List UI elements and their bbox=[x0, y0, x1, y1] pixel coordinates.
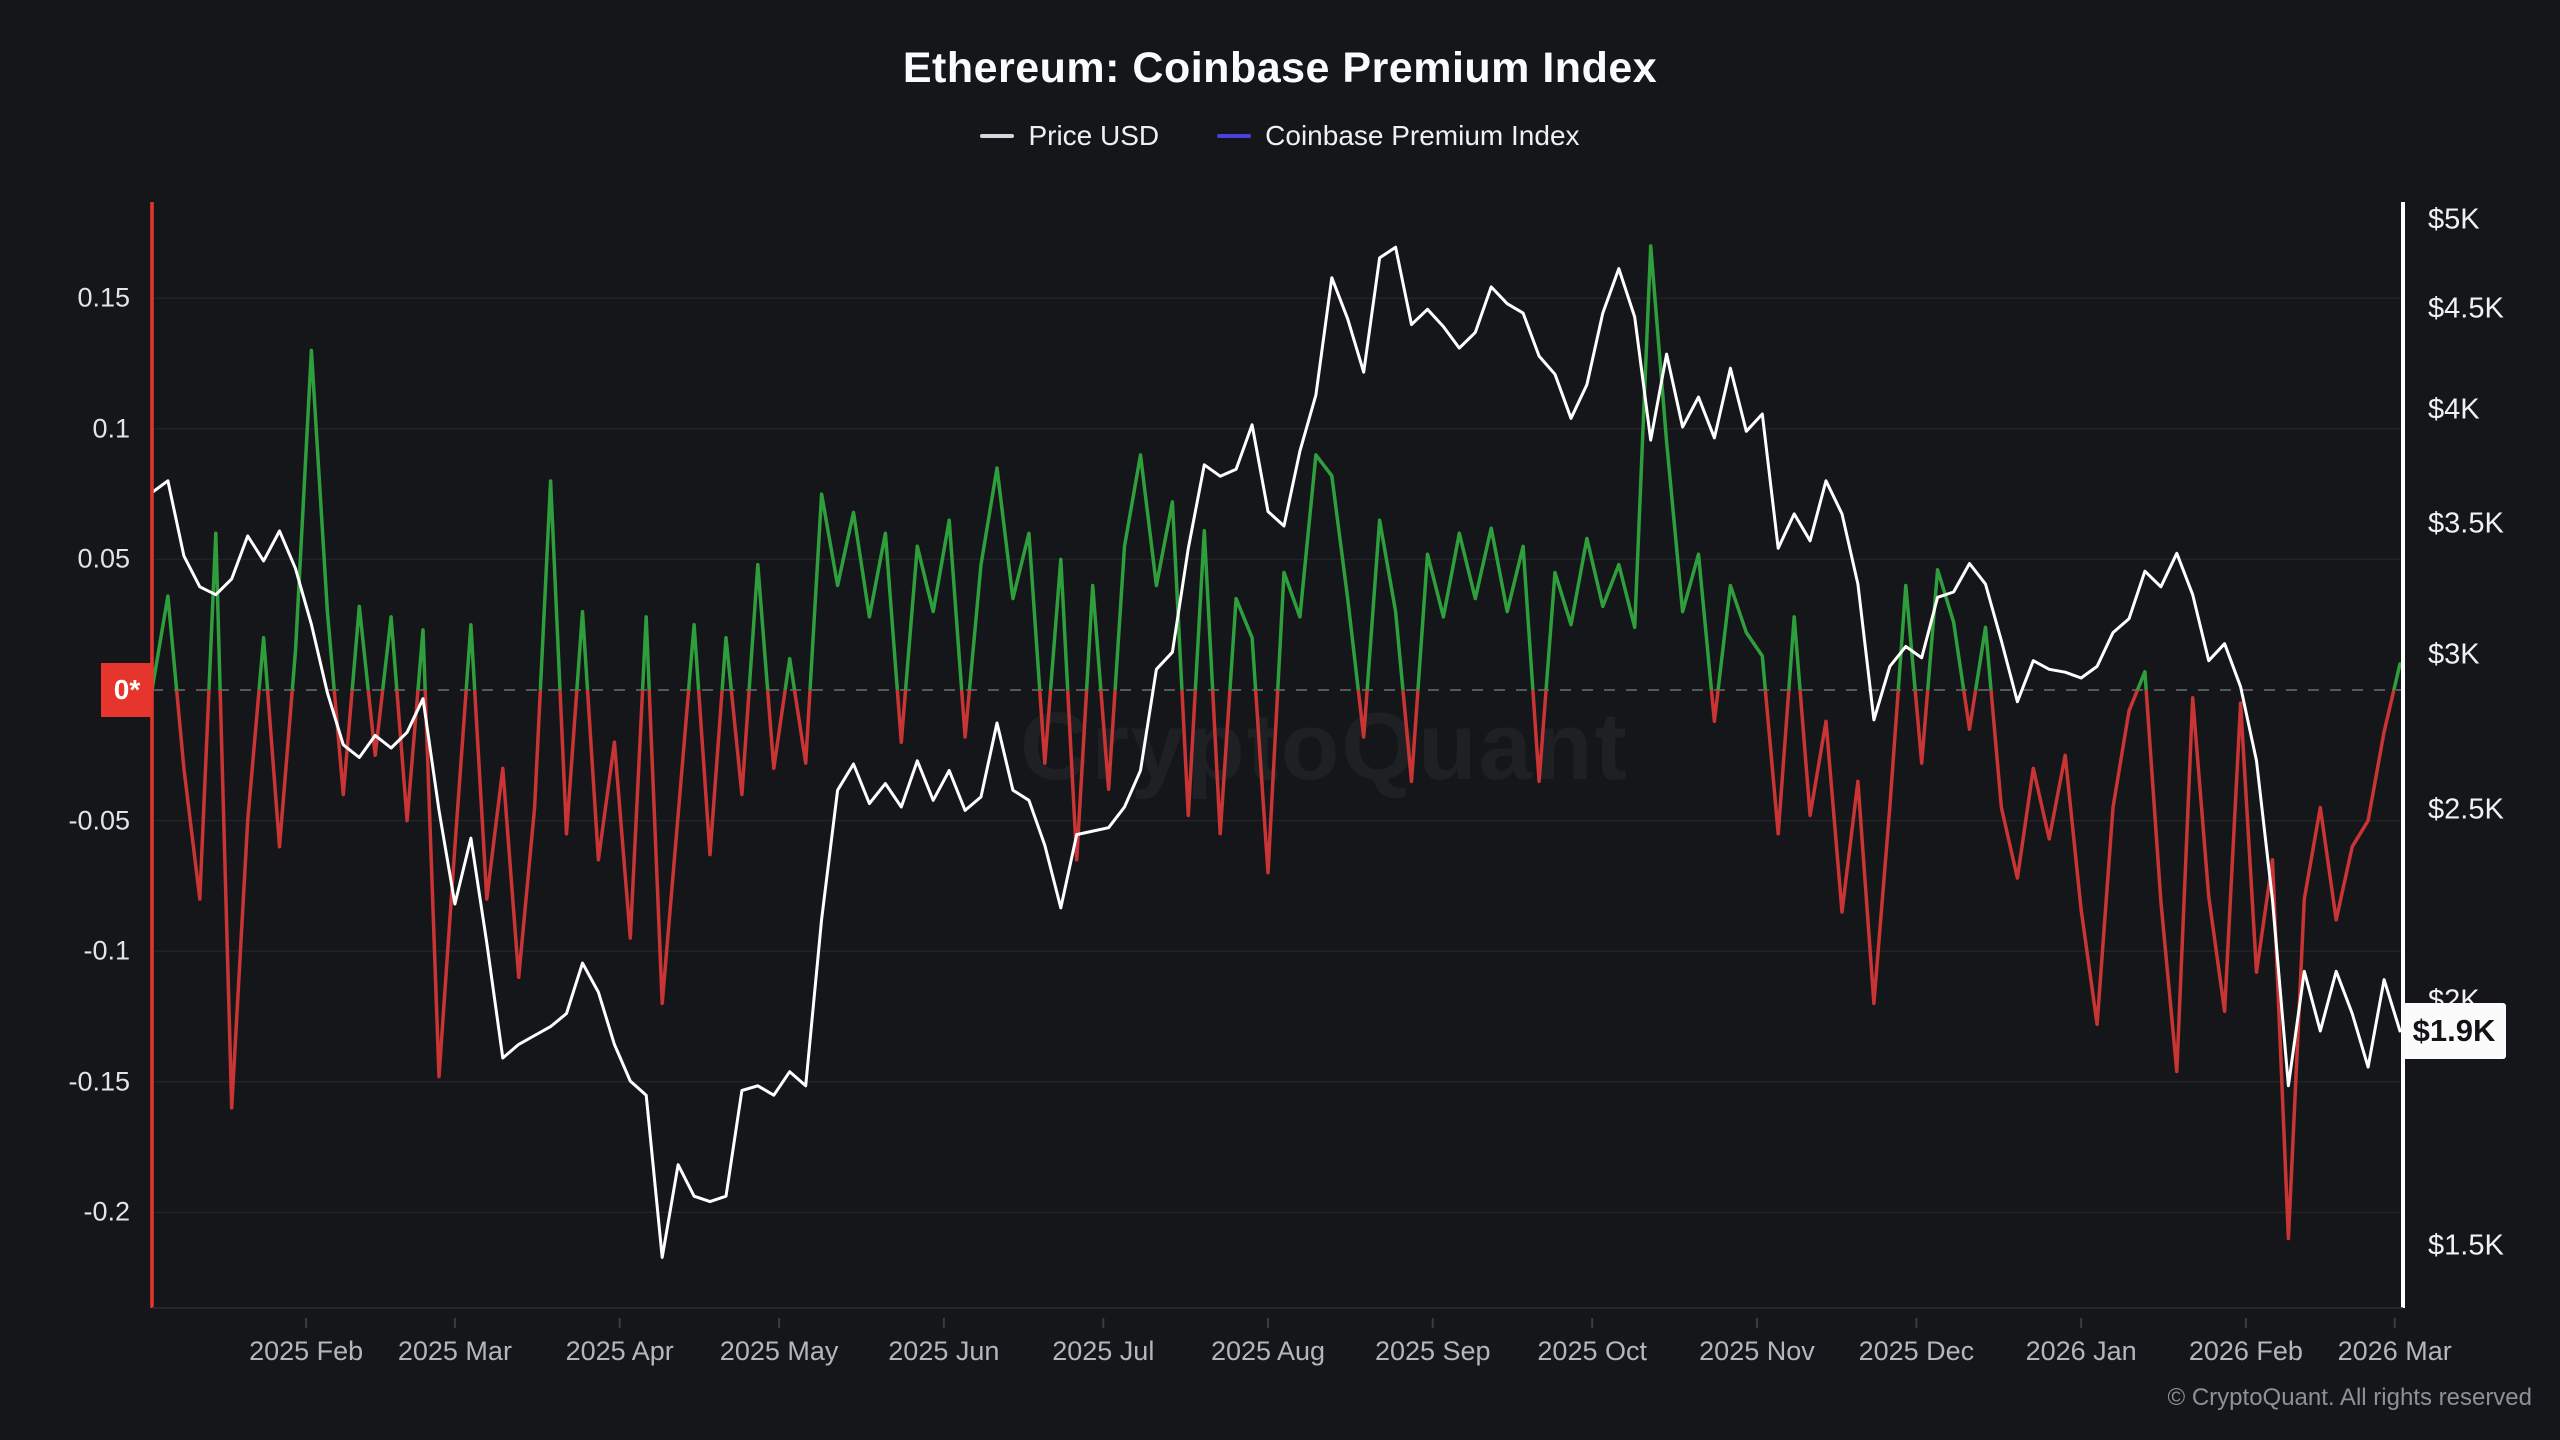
right-axis-tick-label: $4.5K bbox=[2428, 292, 2504, 325]
x-axis-tick-label: 2025 Nov bbox=[1699, 1336, 1815, 1366]
chart-title: Ethereum: Coinbase Premium Index bbox=[902, 44, 1658, 92]
right-axis-tick-label: $2.5K bbox=[2428, 793, 2504, 826]
right-axis-tick-label: $4K bbox=[2428, 393, 2480, 426]
left-axis-tick-label: -0.15 bbox=[68, 1066, 130, 1097]
right-axis-tick-label: $3K bbox=[2428, 638, 2480, 671]
copyright-footer: © CryptoQuant. All rights reserved bbox=[2167, 1384, 2533, 1411]
x-axis-tick-label: 2026 Feb bbox=[2188, 1336, 2303, 1366]
legend-item-premium[interactable]: Coinbase Premium Index bbox=[1217, 120, 1580, 152]
x-axis-tick-label: 2025 Mar bbox=[397, 1336, 512, 1366]
left-axis-tick-label: -0.2 bbox=[83, 1196, 130, 1227]
right-axis-tick-label: $5K bbox=[2428, 203, 2480, 236]
left-axis-tick-label: 0.1 bbox=[92, 413, 130, 444]
x-axis-tick-label: 2026 Jan bbox=[2025, 1336, 2137, 1366]
left-axis-tick-label: 0.05 bbox=[77, 543, 130, 574]
left-axis-tick-label: -0.05 bbox=[68, 805, 130, 836]
x-axis-tick-label: 2026 Mar bbox=[2337, 1336, 2452, 1366]
x-axis-tick-label: 2025 Aug bbox=[1210, 1336, 1326, 1366]
x-axis-tick-label: 2025 Jun bbox=[888, 1336, 1000, 1366]
left-axis-tick-label: 0.15 bbox=[77, 282, 130, 313]
x-axis-tick-label: 2025 Feb bbox=[249, 1336, 364, 1366]
premium-series-dash-icon bbox=[1217, 134, 1252, 138]
x-axis-tick-label: 2025 Dec bbox=[1858, 1336, 1975, 1366]
x-axis-tick-label: 2025 May bbox=[719, 1336, 839, 1366]
legend-item-price[interactable]: Price USD bbox=[980, 120, 1159, 152]
price-series-dash-icon bbox=[980, 134, 1015, 138]
zero-axis-badge: 0* bbox=[101, 663, 153, 717]
legend-label-price: Price USD bbox=[1028, 120, 1160, 151]
x-axis-tick-label: 2025 Jul bbox=[1052, 1336, 1155, 1366]
right-axis-tick-label: $3.5K bbox=[2428, 507, 2504, 540]
x-axis-tick-label: 2025 Sep bbox=[1374, 1336, 1491, 1366]
left-axis-tick-label: -0.1 bbox=[83, 935, 130, 966]
x-axis-tick-label: 2025 Apr bbox=[565, 1336, 674, 1366]
last-price-badge: $1.9K bbox=[2402, 1003, 2506, 1060]
x-axis-tick-label: 2025 Oct bbox=[1537, 1336, 1647, 1366]
right-axis-tick-label: $1.5K bbox=[2428, 1229, 2504, 1262]
legend: Price USD Coinbase Premium Index bbox=[0, 120, 2560, 152]
legend-label-premium: Coinbase Premium Index bbox=[1265, 120, 1580, 151]
